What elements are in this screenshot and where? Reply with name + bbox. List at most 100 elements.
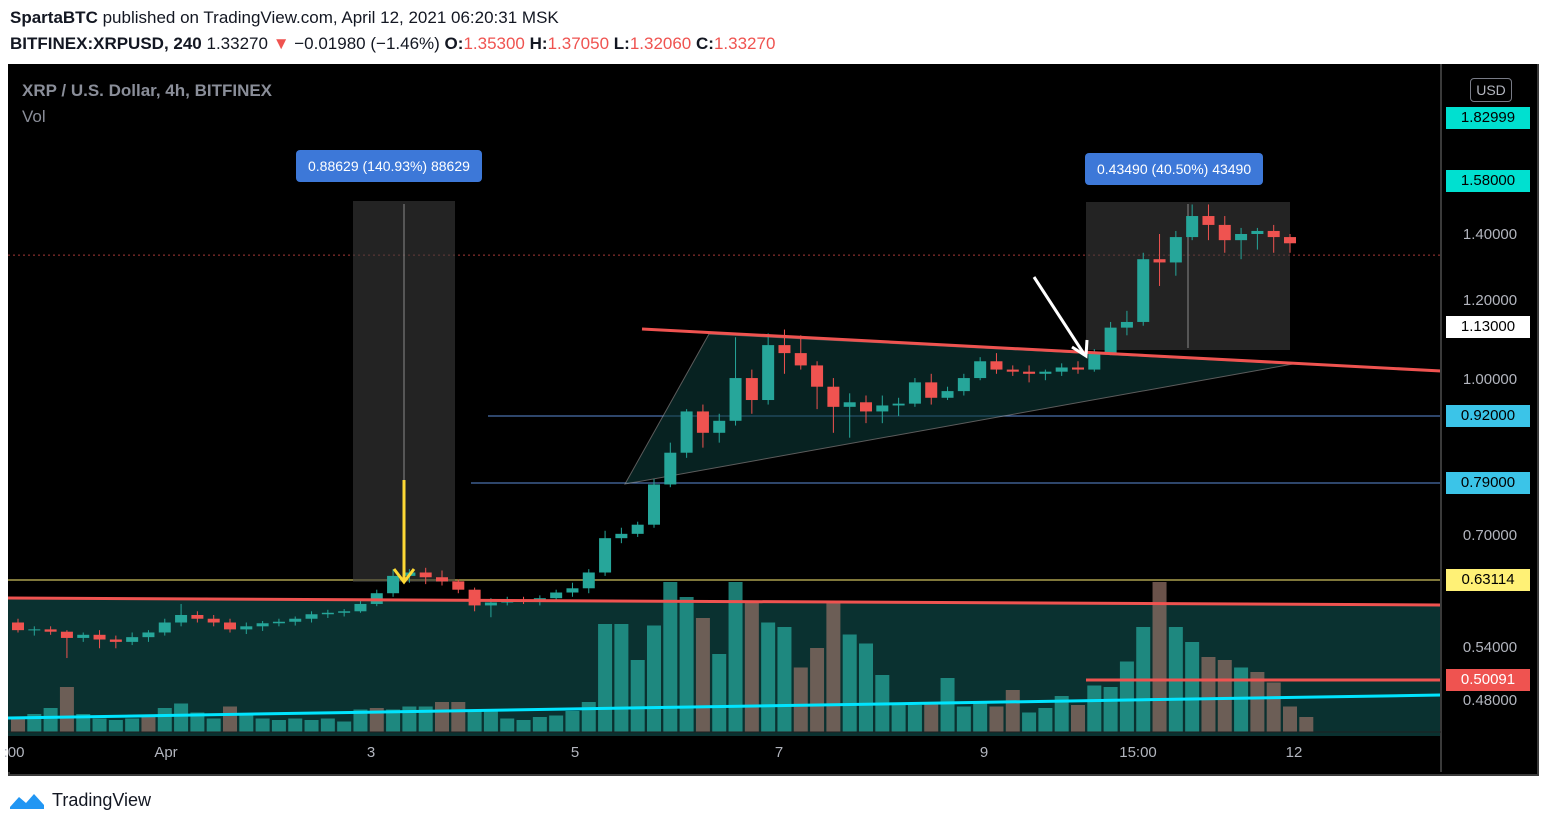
candle-body xyxy=(1284,237,1296,244)
published-text: published on TradingView.com, April 12, … xyxy=(102,8,559,27)
volume-bar xyxy=(614,624,629,732)
symbol-info: BITFINEX:XRPUSD, 240 1.33270 ▼ −0.01980 … xyxy=(10,34,775,54)
candle-body xyxy=(12,622,24,631)
volume-bar xyxy=(842,634,857,732)
volume-bar xyxy=(826,603,841,732)
candle-body xyxy=(272,621,285,624)
time-label-1500: 15:00 xyxy=(1119,744,1157,761)
candle-body xyxy=(1251,230,1264,234)
volume-bar xyxy=(92,718,107,732)
volume-bar xyxy=(810,648,825,732)
volume-bar xyxy=(1283,706,1297,732)
volume-bar xyxy=(663,582,678,732)
volume-bar xyxy=(647,625,661,732)
volume-bar xyxy=(744,601,759,732)
volume-bar xyxy=(859,643,873,732)
currency-button[interactable]: USD xyxy=(1470,78,1512,102)
price-chart[interactable] xyxy=(8,64,1539,776)
volume-bar xyxy=(1185,642,1200,732)
candle-body xyxy=(1088,353,1101,370)
candle-body xyxy=(876,405,889,412)
time-label-3: 3 xyxy=(366,744,376,761)
volume-bar xyxy=(793,667,808,732)
price-tag-1-58000: 1.58000 xyxy=(1446,170,1530,192)
volume-bar xyxy=(386,709,401,732)
time-label-edge: :00 xyxy=(3,744,25,761)
author-name[interactable]: SpartaBTC xyxy=(10,8,98,27)
volume-bar xyxy=(108,720,123,732)
candle-body xyxy=(175,614,188,623)
axis-label-1-20: 1.20000 xyxy=(1462,292,1518,309)
chart-legend-title[interactable]: XRP / U.S. Dollar, 4h, BITFINEX xyxy=(22,81,273,100)
volume-bar xyxy=(206,718,221,732)
candle-body xyxy=(44,629,57,632)
volume-bar xyxy=(369,708,384,732)
candle-body xyxy=(207,618,220,623)
volume-bar xyxy=(581,702,596,732)
price-tag-0-92000: 0.92000 xyxy=(1446,405,1530,427)
price-tag-0-50091: 0.50091 xyxy=(1446,669,1530,691)
candle-body xyxy=(468,589,481,606)
volume-bar xyxy=(1103,687,1118,732)
candle-body xyxy=(811,365,824,387)
volume-bar xyxy=(565,711,580,732)
candle-body xyxy=(191,614,204,619)
candle-body xyxy=(892,403,905,406)
candle-body xyxy=(843,402,856,407)
breakout-arrow-head-icon xyxy=(1071,339,1089,359)
candle-body xyxy=(1104,327,1117,354)
volume-bar xyxy=(549,715,564,732)
candle-body xyxy=(224,622,236,630)
time-label-apr: Apr xyxy=(154,744,178,761)
price-tag-0-63114: 0.63114 xyxy=(1446,569,1530,591)
candle-body xyxy=(109,639,122,642)
volume-bar xyxy=(435,702,449,732)
candle-body xyxy=(321,612,334,615)
volume-bar xyxy=(761,622,776,732)
breakout-arrow-icon xyxy=(1032,276,1086,355)
candle-body xyxy=(28,629,41,631)
axis-label-0-54: 0.54000 xyxy=(1462,639,1518,656)
candle-body xyxy=(1137,259,1150,322)
volume-bar xyxy=(271,720,286,732)
volume-bar xyxy=(1119,661,1134,732)
volume-bar xyxy=(1266,682,1281,732)
candle-body xyxy=(648,484,660,525)
candle-body xyxy=(1120,321,1133,328)
volume-bar xyxy=(989,706,1004,732)
price-tag-1-82999: 1.82999 xyxy=(1446,107,1530,129)
volume-bar xyxy=(76,714,91,732)
candle-body xyxy=(1006,369,1019,372)
candle-body xyxy=(436,577,448,582)
volume-legend[interactable]: Vol xyxy=(22,107,46,126)
volume-bar xyxy=(223,706,237,732)
volume-bar xyxy=(418,706,433,732)
volume-bar xyxy=(907,705,922,732)
candle-body xyxy=(680,411,693,453)
candle-body xyxy=(615,533,628,539)
candle-body xyxy=(452,581,465,590)
footer-brand[interactable]: TradingView xyxy=(8,790,151,811)
close-label: C: xyxy=(696,34,714,53)
open-label: O: xyxy=(444,34,464,53)
volume-bar xyxy=(174,703,189,732)
candle-body xyxy=(1153,259,1166,263)
volume-bar xyxy=(598,624,613,732)
candle-body xyxy=(338,611,351,613)
volume-bar xyxy=(500,718,515,732)
symbol-name[interactable]: BITFINEX:XRPUSD, 240 xyxy=(10,34,202,53)
volume-bar xyxy=(1038,708,1053,732)
volume-bar xyxy=(1071,705,1085,732)
price-tag-1-13000: 1.13000 xyxy=(1446,316,1530,338)
volume-bar xyxy=(59,687,74,732)
high-value: 1.37050 xyxy=(547,34,610,53)
candle-body xyxy=(908,382,921,404)
candle-body xyxy=(305,614,318,619)
candle-body xyxy=(77,634,90,638)
volume-bar xyxy=(1234,667,1249,732)
candle-body xyxy=(860,402,872,412)
candle-body xyxy=(599,538,612,573)
measure-label-2: 0.43490 (40.50%) 43490 xyxy=(1085,153,1264,185)
candle-body xyxy=(1169,237,1182,263)
volume-bar xyxy=(1299,717,1314,732)
